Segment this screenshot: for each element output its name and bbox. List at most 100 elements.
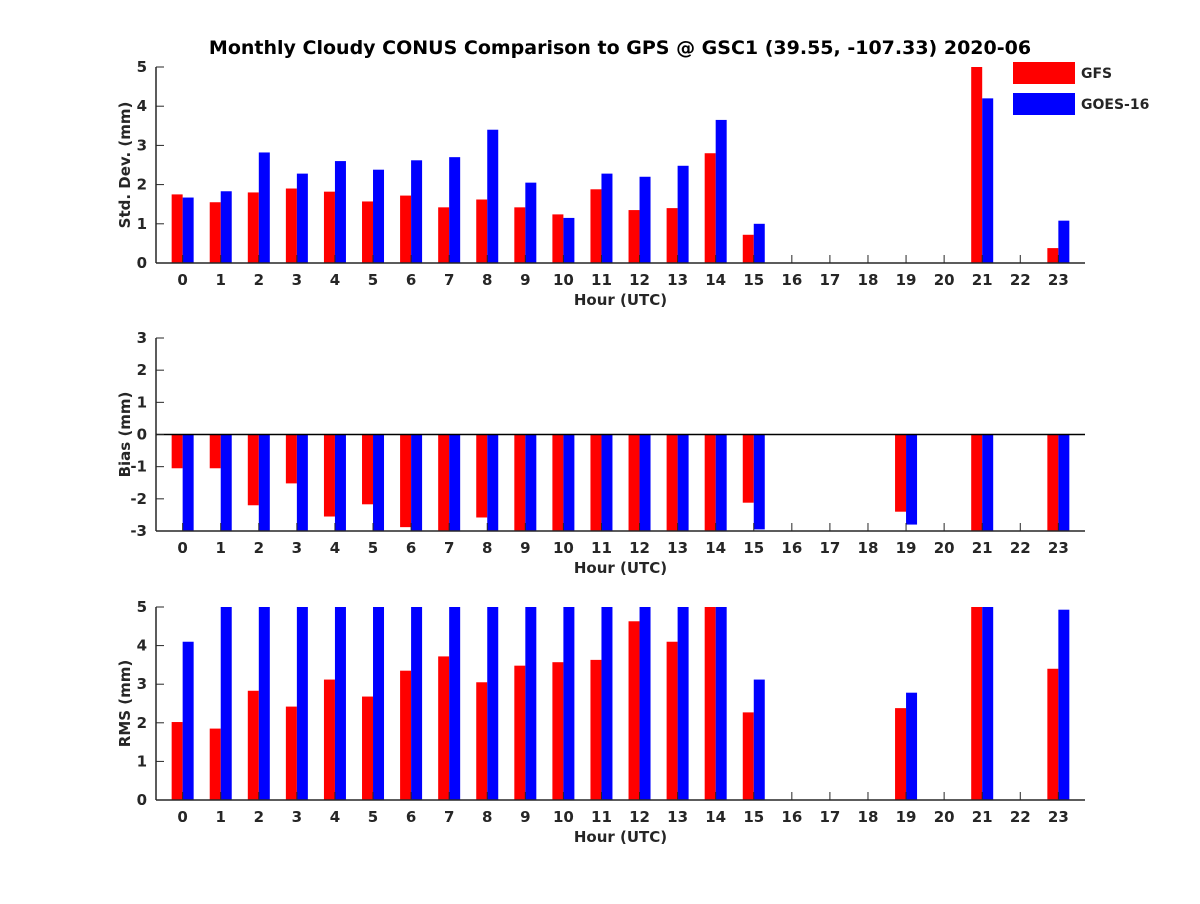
bar-gfs-h8 [476,682,488,800]
x-tick-label: 22 [1010,808,1031,826]
bar-gfs-h13 [666,641,678,800]
x-tick-label: 21 [972,271,993,289]
bar-gfs-h19 [895,708,907,800]
bar-goes-16-h19 [906,434,918,525]
bar-goes-16-h21 [982,434,994,531]
x-tick-label: 15 [743,539,764,557]
y-tick-label: 0 [137,791,147,809]
x-tick-label: 16 [781,808,802,826]
y-tick-label: 1 [137,215,147,233]
y-tick-label: 2 [137,714,147,732]
x-tick-label: 11 [591,271,612,289]
x-tick-label: 8 [482,271,492,289]
y-tick-label: 2 [137,176,147,194]
bar-gfs-h12 [628,621,640,800]
legend-label-gfs: GFS [1081,66,1112,82]
x-tick-label: 18 [858,271,879,289]
y-axis-label: RMS (mm) [116,660,134,747]
x-tick-label: 7 [444,808,454,826]
x-tick-label: 8 [482,808,492,826]
bar-gfs-h7 [438,207,450,263]
x-tick-label: 1 [216,539,226,557]
bar-goes-16-h13 [677,434,689,531]
x-tick-label: 1 [216,808,226,826]
x-tick-label: 3 [292,808,302,826]
bar-gfs-h0 [171,434,183,469]
bar-goes-16-h21 [982,98,994,263]
bar-gfs-h10 [552,214,564,263]
bar-gfs-h11 [590,659,602,800]
bar-goes-16-h12 [639,176,651,263]
bar-gfs-h6 [400,195,412,263]
bar-gfs-h4 [323,434,335,517]
x-tick-label: 14 [705,271,726,289]
bar-gfs-h0 [171,722,183,800]
x-tick-label: 7 [444,539,454,557]
bar-goes-16-h4 [334,607,346,800]
x-tick-label: 20 [934,539,955,557]
bar-goes-16-h15 [753,679,765,800]
x-tick-label: 12 [629,539,650,557]
y-tick-label: 3 [137,329,147,347]
x-tick-label: 20 [934,808,955,826]
x-tick-label: 13 [667,539,688,557]
legend-swatch-goes-16 [1013,93,1075,115]
bar-goes-16-h5 [373,434,385,531]
bar-goes-16-h6 [411,607,423,800]
bar-goes-16-h0 [182,434,194,531]
x-tick-label: 9 [520,271,530,289]
bar-goes-16-h6 [411,434,423,531]
x-tick-label: 5 [368,808,378,826]
y-tick-label: 3 [137,675,147,693]
x-tick-label: 5 [368,539,378,557]
x-tick-label: 21 [972,808,993,826]
bar-goes-16-h2 [258,607,270,800]
x-tick-label: 12 [629,271,650,289]
x-tick-label: 10 [553,271,574,289]
x-tick-label: 2 [254,539,264,557]
bar-goes-16-h1 [220,607,232,800]
bar-gfs-h15 [742,712,754,800]
bar-goes-16-h19 [906,692,918,800]
bar-goes-16-h10 [563,607,575,800]
bar-gfs-h14 [704,607,716,800]
bar-gfs-h2 [247,690,259,800]
bar-gfs-h7 [438,656,450,800]
bar-goes-16-h12 [639,607,651,800]
x-tick-label: 19 [896,539,917,557]
x-tick-label: 0 [177,808,187,826]
x-tick-label: 17 [819,539,840,557]
bar-goes-16-h0 [182,197,194,263]
x-tick-label: 7 [444,271,454,289]
bar-goes-16-h7 [449,434,461,531]
bar-goes-16-h2 [258,152,270,263]
x-tick-label: 21 [972,539,993,557]
legend-label-goes-16: GOES-16 [1081,97,1149,113]
bar-gfs-h23 [1047,668,1059,800]
x-tick-label: 22 [1010,539,1031,557]
bar-goes-16-h6 [411,160,423,263]
x-tick-label: 4 [330,539,340,557]
x-tick-label: 11 [591,808,612,826]
bar-gfs-h11 [590,434,602,531]
y-tick-label: -3 [130,522,147,540]
bar-gfs-h8 [476,199,488,263]
bar-gfs-h15 [742,234,754,263]
y-tick-label: 0 [137,426,147,444]
x-tick-label: 19 [896,808,917,826]
x-tick-label: 19 [896,271,917,289]
y-tick-label: -1 [130,458,147,476]
bar-gfs-h9 [514,207,526,263]
bar-gfs-h8 [476,434,488,518]
x-tick-label: 4 [330,808,340,826]
bar-goes-16-h13 [677,607,689,800]
bar-gfs-h1 [209,434,221,469]
x-tick-label: 9 [520,808,530,826]
bar-gfs-h14 [704,434,716,531]
x-tick-label: 22 [1010,271,1031,289]
bar-gfs-h0 [171,194,183,263]
bar-gfs-h10 [552,434,564,531]
